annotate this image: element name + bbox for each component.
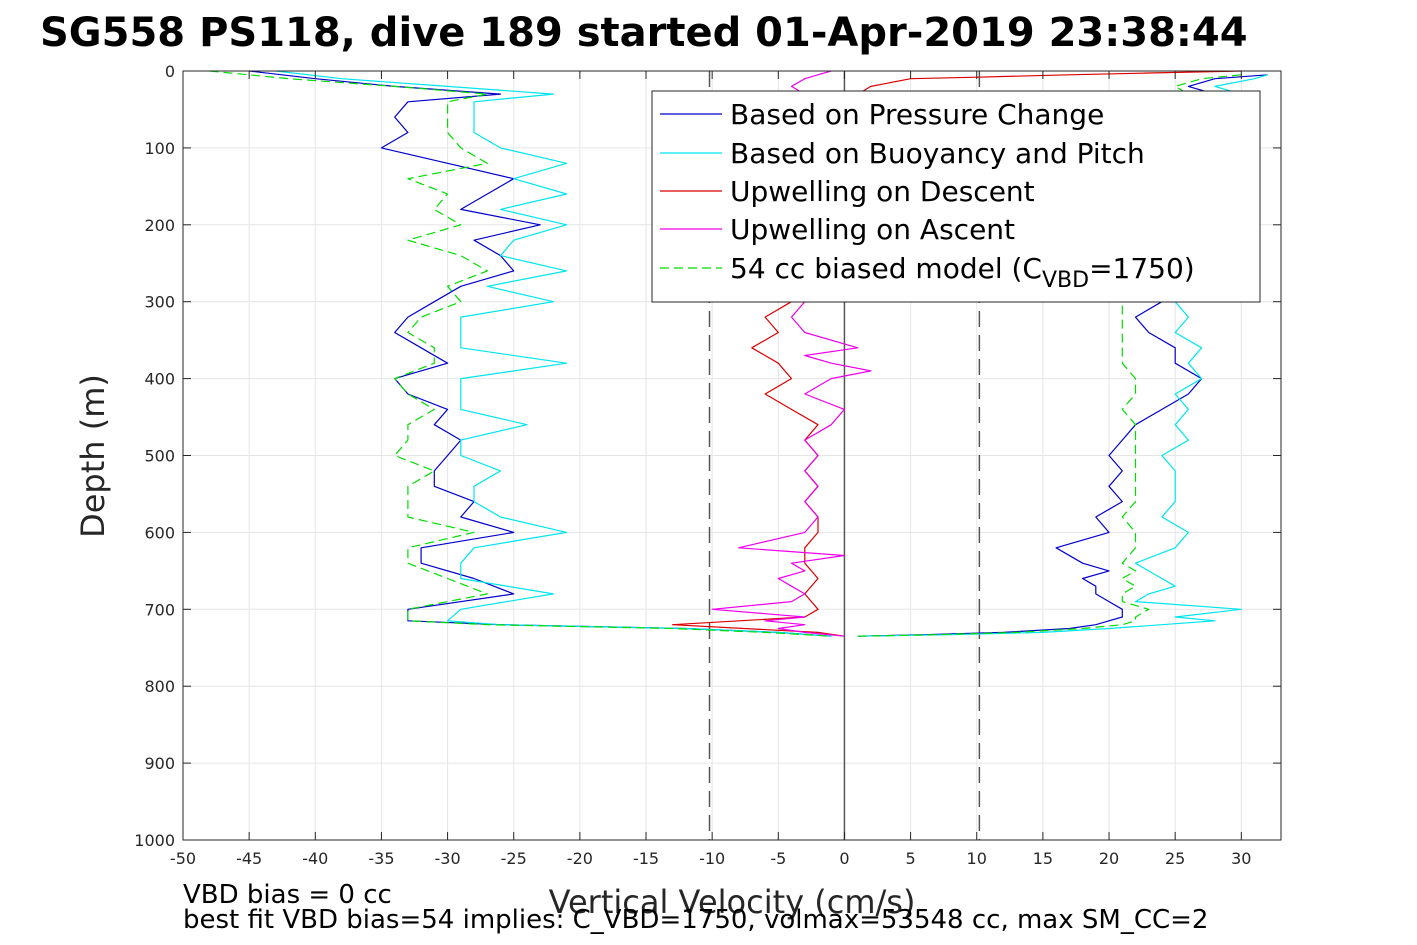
y-tick-label: 700 bbox=[144, 600, 175, 619]
x-tick-label: 15 bbox=[1033, 849, 1053, 868]
y-tick-label: 200 bbox=[144, 216, 175, 235]
x-tick-label: 0 bbox=[839, 849, 849, 868]
x-tick-label: -5 bbox=[770, 849, 786, 868]
legend-model-main: 54 cc biased model (C bbox=[730, 252, 1042, 285]
legend: Based on Pressure Change Based on Buoyan… bbox=[651, 90, 1261, 303]
legend-label-pressure: Based on Pressure Change bbox=[730, 98, 1104, 131]
y-tick-label: 300 bbox=[144, 293, 175, 312]
chart-title: SG558 PS118, dive 189 started 01-Apr-201… bbox=[40, 10, 1248, 56]
y-axis-label: Depth (m) bbox=[74, 374, 112, 538]
x-tick-label: -30 bbox=[435, 849, 461, 868]
legend-label-buoyancy: Based on Buoyancy and Pitch bbox=[730, 137, 1145, 170]
x-tick-label: -50 bbox=[170, 849, 196, 868]
x-tick-label: 5 bbox=[905, 849, 915, 868]
y-tick-label: 400 bbox=[144, 370, 175, 389]
footer-best-fit: best fit VBD bias=54 implies: C_VBD=1750… bbox=[183, 905, 1208, 935]
x-axis-ticks: -50 -45 -40 -35 -30 -25 -20 -15 -10 -5 0 5 10 15 20 25 3… bbox=[170, 71, 1251, 868]
x-tick-label: 10 bbox=[967, 849, 987, 868]
y-tick-label: 800 bbox=[144, 677, 175, 696]
x-tick-label: -45 bbox=[236, 849, 262, 868]
y-tick-label: 0 bbox=[165, 62, 175, 81]
x-tick-label: -20 bbox=[567, 849, 593, 868]
x-tick-label: -40 bbox=[302, 849, 328, 868]
x-tick-label: 30 bbox=[1231, 849, 1251, 868]
x-tick-label: 25 bbox=[1165, 849, 1185, 868]
y-tick-label: 1000 bbox=[134, 831, 175, 850]
legend-box bbox=[651, 90, 1261, 303]
footer-vbd-bias: VBD bias = 0 cc bbox=[183, 880, 392, 910]
y-tick-label: 100 bbox=[144, 139, 175, 158]
x-tick-label: -10 bbox=[699, 849, 725, 868]
y-tick-label: 500 bbox=[144, 447, 175, 466]
series-pressure_descent bbox=[249, 70, 832, 637]
legend-label-upwelling-descent: Upwelling on Descent bbox=[730, 175, 1035, 208]
y-axis-ticks: 0 100 200 300 400 500 600 700 800 900 1000 bbox=[134, 62, 1281, 850]
x-tick-label: 20 bbox=[1099, 849, 1119, 868]
x-tick-label: -15 bbox=[633, 849, 659, 868]
x-tick-label: -35 bbox=[368, 849, 394, 868]
y-tick-label: 900 bbox=[144, 754, 175, 773]
legend-label-model: 54 cc biased model (CVBD=1750) bbox=[730, 252, 1195, 293]
series-model_descent bbox=[209, 70, 832, 637]
x-tick-label: -25 bbox=[501, 849, 527, 868]
x-axis-label: Vertical Velocity (cm/s) bbox=[549, 883, 916, 921]
legend-model-tail: =1750) bbox=[1089, 252, 1195, 285]
y-tick-label: 600 bbox=[144, 523, 175, 542]
legend-label-upwelling-ascent: Upwelling on Ascent bbox=[730, 213, 1015, 246]
series-buoyancy_descent bbox=[275, 70, 832, 637]
legend-model-sub: VBD bbox=[1042, 268, 1089, 293]
